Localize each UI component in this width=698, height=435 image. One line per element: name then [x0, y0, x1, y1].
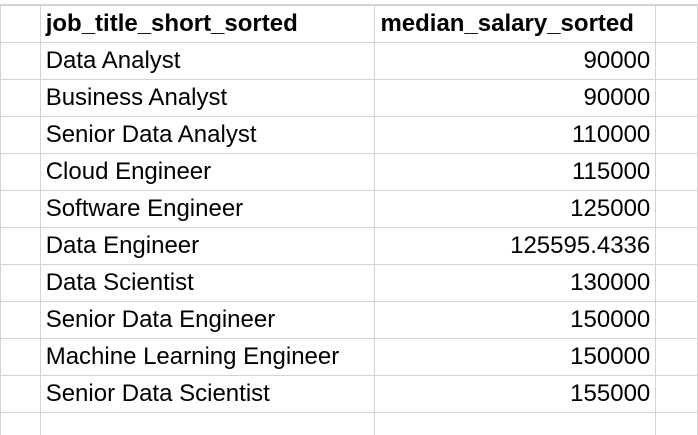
table-row: Data Scientist 130000 [0, 264, 698, 302]
table-row: Data Analyst 90000 [0, 42, 698, 80]
cell-empty[interactable] [655, 264, 698, 302]
cell-median-salary[interactable]: 90000 [374, 79, 657, 117]
cell-empty[interactable] [0, 338, 41, 376]
cell-empty[interactable] [0, 301, 41, 339]
table-row: Senior Data Analyst 110000 [0, 116, 698, 154]
cell-job-title[interactable]: Data Analyst [39, 42, 376, 80]
cell-empty[interactable] [655, 375, 698, 413]
header-cell-median-salary[interactable]: median_salary_sorted [374, 5, 657, 43]
cell-median-salary[interactable]: 125595.4336 [374, 227, 657, 265]
header-row: job_title_short_sorted median_salary_sor… [0, 5, 698, 43]
table-row: Cloud Engineer 115000 [0, 153, 698, 191]
cell-empty[interactable] [655, 153, 698, 191]
table-row: Senior Data Scientist 155000 [0, 375, 698, 413]
cell-median-salary[interactable]: 155000 [374, 375, 657, 413]
cell-median-salary[interactable]: 110000 [374, 116, 657, 154]
cell-median-salary[interactable]: 130000 [374, 264, 657, 302]
cell-job-title[interactable]: Software Engineer [39, 190, 376, 228]
table-row: Data Engineer 125595.4336 [0, 227, 698, 265]
cell-empty[interactable] [655, 5, 698, 43]
cell-job-title[interactable]: Senior Data Engineer [39, 301, 376, 339]
table-row: Senior Data Engineer 150000 [0, 301, 698, 339]
cell-job-title[interactable]: Data Scientist [39, 264, 376, 302]
data-table: job_title_short_sorted median_salary_sor… [0, 5, 698, 435]
cell-empty[interactable] [655, 301, 698, 339]
cell-empty[interactable] [39, 412, 376, 435]
row-divider-top [0, 0, 698, 5]
cell-job-title[interactable]: Machine Learning Engineer [39, 338, 376, 376]
table-row [0, 412, 698, 435]
cell-empty[interactable] [0, 375, 41, 413]
cell-empty[interactable] [655, 190, 698, 228]
cell-empty[interactable] [655, 412, 698, 435]
cell-empty[interactable] [0, 264, 41, 302]
cell-job-title[interactable]: Senior Data Scientist [39, 375, 376, 413]
cell-median-salary[interactable]: 90000 [374, 42, 657, 80]
cell-empty[interactable] [374, 412, 657, 435]
cell-empty[interactable] [0, 42, 41, 80]
cell-empty[interactable] [0, 116, 41, 154]
cell-median-salary[interactable]: 150000 [374, 338, 657, 376]
cell-empty[interactable] [0, 79, 41, 117]
cell-empty[interactable] [0, 5, 41, 43]
cell-empty[interactable] [0, 227, 41, 265]
cell-empty[interactable] [0, 190, 41, 228]
cell-empty[interactable] [0, 153, 41, 191]
cell-empty[interactable] [655, 42, 698, 80]
cell-empty[interactable] [655, 338, 698, 376]
cell-job-title[interactable]: Cloud Engineer [39, 153, 376, 191]
cell-median-salary[interactable]: 150000 [374, 301, 657, 339]
cell-job-title[interactable]: Senior Data Analyst [39, 116, 376, 154]
header-cell-job-title[interactable]: job_title_short_sorted [39, 5, 376, 43]
table-row: Business Analyst 90000 [0, 79, 698, 117]
cell-empty[interactable] [655, 116, 698, 154]
cell-median-salary[interactable]: 115000 [374, 153, 657, 191]
cell-median-salary[interactable]: 125000 [374, 190, 657, 228]
table-row: Software Engineer 125000 [0, 190, 698, 228]
cell-job-title[interactable]: Data Engineer [39, 227, 376, 265]
cell-empty[interactable] [655, 79, 698, 117]
cell-job-title[interactable]: Business Analyst [39, 79, 376, 117]
cell-empty[interactable] [0, 412, 41, 435]
table-row: Machine Learning Engineer 150000 [0, 338, 698, 376]
cell-empty[interactable] [655, 227, 698, 265]
